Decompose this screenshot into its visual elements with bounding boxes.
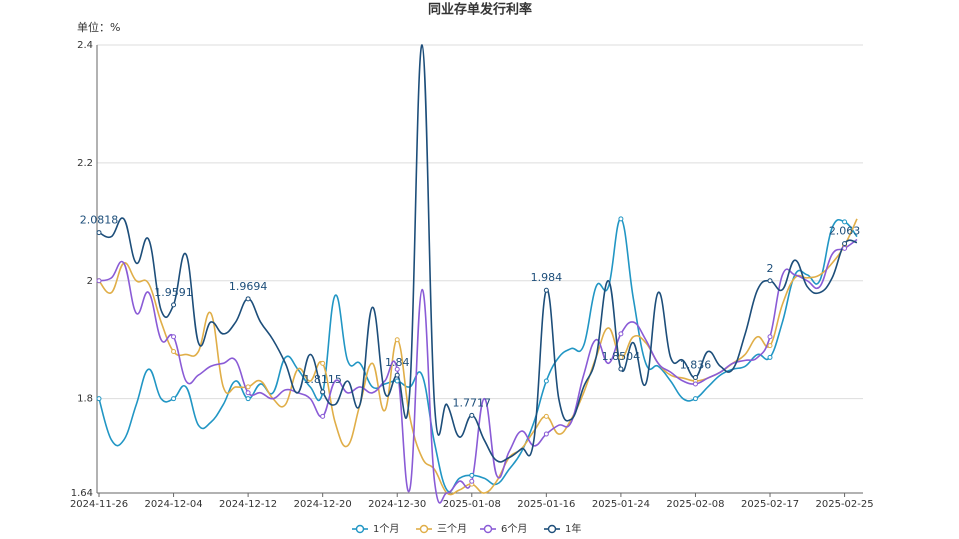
point-marker	[618, 366, 624, 372]
x-tick-label: 2025-02-17	[741, 499, 799, 510]
point-marker	[171, 349, 177, 355]
point-marker	[692, 381, 698, 387]
point-marker	[171, 334, 177, 340]
point-marker	[394, 366, 400, 372]
data-label: 1.8504	[602, 350, 641, 363]
point-marker	[543, 431, 549, 437]
point-marker	[692, 374, 698, 380]
x-tick-label: 2024-12-12	[219, 499, 277, 510]
legend-label: 1个月	[373, 523, 399, 535]
legend-marker	[355, 524, 365, 534]
data-label: 2	[767, 262, 774, 275]
data-label: 1.9591	[154, 286, 193, 299]
x-tick-label: 2025-01-08	[443, 499, 501, 510]
point-marker	[394, 378, 400, 384]
y-tick-label: 1.8	[77, 394, 93, 405]
point-marker	[171, 396, 177, 402]
y-axis-label: 单位：%	[77, 20, 120, 34]
chart-title: 同业存单发行利率	[428, 2, 532, 18]
legend-marker	[547, 524, 557, 534]
point-marker	[96, 396, 102, 402]
point-marker	[469, 472, 475, 478]
data-label: 1.84	[385, 356, 410, 369]
point-marker	[394, 372, 400, 378]
data-label: 1.9694	[229, 280, 268, 293]
data-label: 2.0818	[80, 214, 119, 227]
data-label: 1.836	[680, 358, 712, 371]
point-marker	[245, 296, 251, 302]
y-tick-label: 2.2	[77, 158, 93, 169]
data-label: 2.063	[829, 225, 861, 238]
series-line	[98, 218, 858, 493]
y-tick-label: 2	[87, 276, 93, 287]
point-marker	[96, 230, 102, 236]
point-marker	[320, 413, 326, 419]
point-marker	[96, 278, 102, 284]
point-marker	[469, 478, 475, 484]
legend-label: 6个月	[501, 523, 527, 535]
point-marker	[469, 412, 475, 418]
point-marker	[171, 302, 177, 308]
x-tick-label: 2025-02-08	[666, 499, 724, 510]
point-marker	[767, 278, 773, 284]
point-marker	[245, 390, 251, 396]
x-tick-label: 2024-11-26	[70, 499, 128, 510]
point-marker	[320, 389, 326, 395]
data-label: 1.8115	[303, 373, 342, 386]
x-tick-label: 2024-12-20	[294, 499, 352, 510]
point-marker	[842, 219, 848, 225]
series-line	[98, 218, 858, 496]
point-marker	[245, 396, 251, 402]
point-marker	[842, 241, 848, 247]
point-marker	[320, 360, 326, 366]
legend-marker	[483, 524, 493, 534]
data-label: 1.7717	[453, 396, 492, 409]
data-label: 1.984	[531, 271, 563, 284]
legend-label: 1年	[565, 522, 581, 535]
series-line	[98, 44, 858, 463]
point-marker	[692, 396, 698, 402]
point-marker	[618, 331, 624, 337]
x-tick-label: 2025-01-24	[592, 499, 650, 510]
y-tick-label: 1.64	[71, 488, 93, 499]
x-tick-label: 2024-12-04	[144, 499, 202, 510]
point-marker	[543, 287, 549, 293]
legend-marker	[419, 524, 429, 534]
point-marker	[767, 354, 773, 360]
point-marker	[618, 216, 624, 222]
point-marker	[842, 245, 848, 251]
x-tick-label: 2025-02-25	[816, 499, 874, 510]
point-marker	[245, 384, 251, 390]
point-marker	[767, 334, 773, 340]
series-line	[98, 238, 858, 504]
point-marker	[543, 378, 549, 384]
point-marker	[618, 354, 624, 360]
y-tick-label: 2.4	[77, 40, 93, 51]
legend-label: 三个月	[437, 523, 467, 535]
point-marker	[543, 413, 549, 419]
x-tick-label: 2024-12-30	[368, 499, 426, 510]
point-marker	[767, 343, 773, 349]
point-marker	[394, 337, 400, 343]
x-tick-label: 2025-01-16	[517, 499, 575, 510]
